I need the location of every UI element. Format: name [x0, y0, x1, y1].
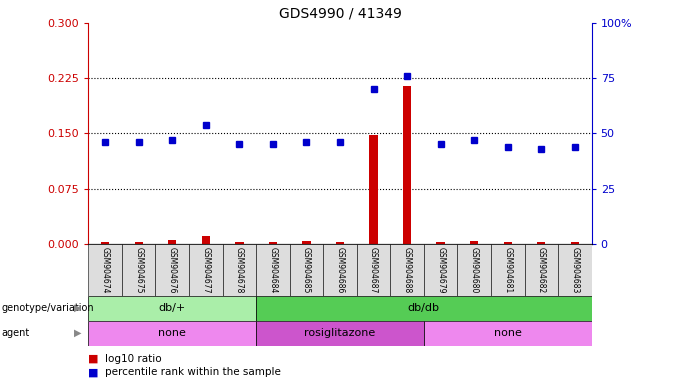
Bar: [156, 244, 189, 296]
Text: agent: agent: [1, 328, 30, 338]
Bar: [424, 321, 592, 346]
Text: GSM904688: GSM904688: [403, 247, 411, 293]
Text: log10 ratio: log10 ratio: [105, 354, 162, 364]
Text: GSM904679: GSM904679: [436, 247, 445, 293]
Text: none: none: [158, 328, 186, 338]
Bar: [458, 244, 491, 296]
Bar: [101, 242, 109, 244]
Bar: [290, 244, 323, 296]
Bar: [168, 240, 177, 244]
Bar: [558, 244, 592, 296]
Bar: [369, 135, 378, 244]
Bar: [524, 244, 558, 296]
Bar: [357, 244, 390, 296]
Text: rosiglitazone: rosiglitazone: [305, 328, 375, 338]
Bar: [437, 242, 445, 244]
Text: GSM904681: GSM904681: [503, 247, 512, 293]
Bar: [269, 242, 277, 244]
Text: GSM904678: GSM904678: [235, 247, 244, 293]
Bar: [189, 244, 222, 296]
Text: ■: ■: [88, 367, 103, 377]
Text: GSM904687: GSM904687: [369, 247, 378, 293]
Bar: [424, 244, 458, 296]
Bar: [256, 244, 290, 296]
Text: genotype/variation: genotype/variation: [1, 303, 94, 313]
Bar: [256, 321, 424, 346]
Text: percentile rank within the sample: percentile rank within the sample: [105, 367, 282, 377]
Text: ▶: ▶: [74, 303, 82, 313]
Bar: [235, 242, 243, 244]
Text: db/+: db/+: [158, 303, 186, 313]
Bar: [302, 241, 311, 244]
Bar: [222, 244, 256, 296]
Text: GSM904675: GSM904675: [134, 247, 143, 293]
Bar: [537, 242, 545, 244]
Bar: [571, 242, 579, 244]
Text: GSM904683: GSM904683: [571, 247, 579, 293]
Text: none: none: [494, 328, 522, 338]
Bar: [323, 244, 357, 296]
Bar: [336, 242, 344, 244]
Text: ■: ■: [88, 354, 103, 364]
Text: GSM904680: GSM904680: [470, 247, 479, 293]
Text: ▶: ▶: [74, 328, 82, 338]
Bar: [491, 244, 524, 296]
Title: GDS4990 / 41349: GDS4990 / 41349: [279, 7, 401, 20]
Bar: [403, 86, 411, 244]
Bar: [122, 244, 156, 296]
Text: GSM904674: GSM904674: [101, 247, 109, 293]
Bar: [88, 244, 122, 296]
Bar: [390, 244, 424, 296]
Bar: [503, 242, 512, 244]
Bar: [88, 321, 256, 346]
Text: GSM904676: GSM904676: [168, 247, 177, 293]
Text: GSM904686: GSM904686: [335, 247, 345, 293]
Bar: [135, 242, 143, 244]
Text: GSM904682: GSM904682: [537, 247, 546, 293]
Text: db/db: db/db: [408, 303, 440, 313]
Text: GSM904684: GSM904684: [269, 247, 277, 293]
Bar: [470, 241, 479, 244]
Text: GSM904685: GSM904685: [302, 247, 311, 293]
Text: GSM904677: GSM904677: [201, 247, 210, 293]
Bar: [201, 237, 210, 244]
Bar: [256, 296, 592, 321]
Bar: [88, 296, 256, 321]
